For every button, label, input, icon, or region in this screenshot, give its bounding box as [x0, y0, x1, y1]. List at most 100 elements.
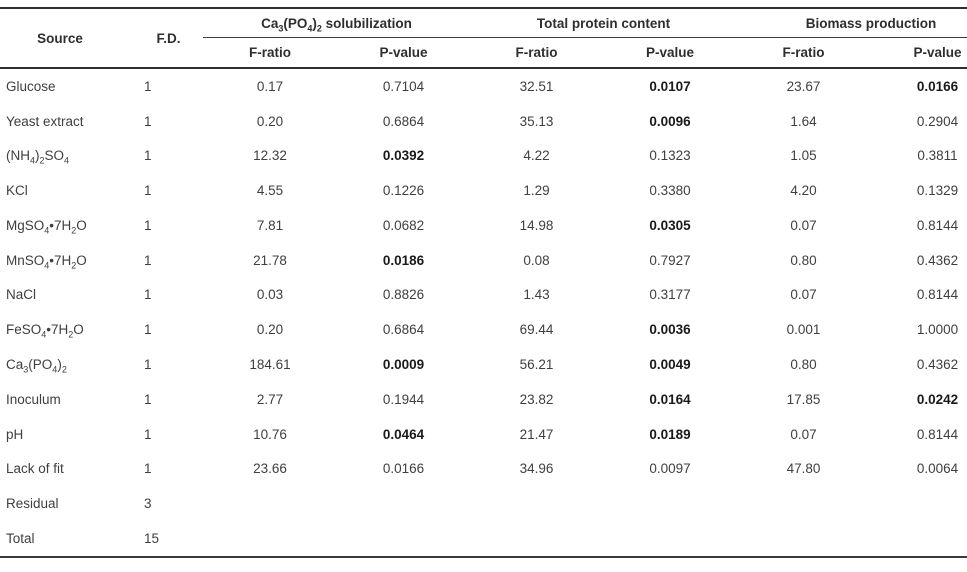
fratio-protein-cell: 69.44: [519, 322, 554, 338]
fratio-biomass-cell: 0.80: [790, 357, 817, 372]
fratio-biomass-cell: 0.001: [786, 322, 821, 338]
pvalue-protein-cell: 0.0096: [649, 113, 691, 129]
pvalue-protein-cell: [603, 521, 737, 557]
fratio-biomass-cell: 4.20: [790, 183, 817, 199]
pvalue-solubilization-cell: [337, 486, 470, 521]
col-header-pvalue-solubilization: P-value: [337, 37, 471, 69]
pvalue-solubilization-cell: 0.8826: [382, 287, 425, 303]
table-header: Source F.D. Ca3(PO4)2 solubilization Tot…: [0, 8, 967, 69]
fd-cell: 1: [144, 461, 152, 477]
fratio-biomass-cell: 0.07: [790, 287, 817, 303]
fratio-protein-cell: [470, 486, 603, 521]
fratio-biomass-cell: 0.80: [790, 252, 817, 268]
pvalue-biomass-cell: 0.4362: [916, 357, 959, 372]
pvalue-protein-cell: 0.0097: [649, 461, 691, 477]
fratio-biomass-cell: 23.67: [786, 78, 821, 94]
table-row: KCl 1 4.55 0.1226 1.29 0.3380 4.20 0.132…: [0, 173, 967, 208]
pvalue-biomass-cell: 0.2904: [916, 113, 959, 129]
table-wrapper: Source F.D. Ca3(PO4)2 solubilization Tot…: [0, 7, 967, 558]
group-header-biomass: Biomass production: [737, 8, 967, 38]
pvalue-solubilization-cell: 0.6864: [382, 113, 425, 129]
fd-cell: 1: [144, 78, 152, 94]
fratio-biomass-cell: 0.07: [790, 426, 817, 442]
source-cell: Glucose: [6, 78, 56, 94]
pvalue-solubilization-cell: 0.0186: [382, 252, 425, 268]
fd-cell: 1: [144, 287, 152, 303]
source-cell: Total: [6, 530, 35, 546]
source-cell: pH: [6, 426, 24, 442]
table-row: FeSO4•7H2O 1 0.20 0.6864 69.44 0.0036 0.…: [0, 312, 967, 347]
pvalue-biomass-cell: 0.8144: [916, 217, 959, 233]
table-row: (NH4)2SO4 1 12.32 0.0392 4.22 0.1323 1.0…: [0, 139, 967, 174]
col-header-fratio-solubilization: F-ratio: [203, 37, 337, 69]
pvalue-protein-cell: 0.1323: [649, 148, 691, 164]
pvalue-biomass-cell: 0.0242: [916, 391, 959, 407]
fratio-biomass-cell: 47.80: [786, 461, 821, 477]
source-cell: Ca3(PO4)2: [6, 357, 67, 375]
fratio-solubilization-cell: 7.81: [256, 217, 284, 233]
table-row: Inoculum 1 2.77 0.1944 23.82 0.0164 17.8…: [0, 382, 967, 417]
fratio-solubilization-cell: 21.78: [253, 252, 287, 268]
fratio-biomass-cell: 17.85: [786, 391, 821, 407]
pvalue-biomass-cell: 0.0166: [916, 78, 959, 94]
group-header-solubilization: Ca3(PO4)2 solubilization: [203, 8, 471, 38]
pvalue-biomass-cell: 0.0064: [916, 461, 959, 477]
fratio-protein-cell: 14.98: [519, 217, 554, 233]
pvalue-solubilization-cell: [337, 521, 470, 557]
pvalue-biomass-cell: [870, 521, 967, 557]
fratio-solubilization-cell: 10.76: [253, 426, 287, 442]
fd-cell: 1: [144, 322, 152, 338]
fratio-biomass-cell: [737, 521, 870, 557]
pvalue-protein-cell: 0.7927: [649, 252, 691, 268]
pvalue-protein-cell: 0.0189: [649, 426, 691, 442]
fratio-protein-cell: 32.51: [519, 78, 554, 94]
sub-header-row: F-ratio P-value F-ratio P-value F-ratio …: [0, 37, 967, 69]
source-cell: NaCl: [6, 287, 37, 303]
pvalue-solubilization-cell: 0.0392: [382, 148, 425, 164]
fd-cell: 1: [144, 357, 152, 372]
pvalue-solubilization-cell: 0.0166: [382, 461, 425, 477]
fd-cell: 1: [144, 391, 152, 407]
source-cell: Residual: [6, 496, 59, 512]
pvalue-biomass-cell: 0.1329: [916, 183, 959, 199]
pvalue-solubilization-cell: 0.0009: [382, 357, 425, 372]
pvalue-solubilization-cell: 0.0682: [382, 217, 425, 233]
fd-cell: 1: [144, 217, 152, 233]
pvalue-biomass-cell: 0.8144: [916, 426, 959, 442]
source-cell: MnSO4•7H2O: [6, 252, 87, 271]
pvalue-protein-cell: 0.3177: [649, 287, 691, 303]
pvalue-biomass-cell: 0.8144: [916, 287, 959, 303]
fratio-biomass-cell: [737, 486, 870, 521]
fd-cell: 1: [144, 113, 152, 129]
pvalue-protein-cell: 0.0036: [649, 322, 691, 338]
pvalue-protein-cell: 0.0107: [649, 78, 691, 94]
fratio-protein-cell: 34.96: [519, 461, 554, 477]
fratio-protein-cell: 1.43: [523, 287, 550, 303]
source-cell: Inoculum: [6, 391, 61, 407]
fd-cell: 15: [144, 530, 160, 546]
source-cell: Lack of fit: [6, 461, 64, 477]
fratio-protein-cell: 56.21: [519, 357, 554, 372]
fratio-protein-cell: 23.82: [519, 391, 554, 407]
col-header-pvalue-biomass: P-value: [870, 37, 967, 69]
col-header-source: Source: [0, 8, 120, 69]
pvalue-solubilization-cell: 0.1226: [382, 183, 425, 199]
pvalue-protein-cell: 0.0305: [649, 217, 691, 233]
fd-cell: 1: [144, 252, 152, 268]
pvalue-protein-cell: [603, 486, 737, 521]
fratio-protein-cell: 4.22: [523, 148, 550, 164]
pvalue-protein-cell: 0.3380: [649, 183, 691, 199]
pvalue-biomass-cell: [870, 486, 967, 521]
table-row: Lack of fit 1 23.66 0.0166 34.96 0.0097 …: [0, 451, 967, 486]
fratio-solubilization-cell: 0.20: [256, 113, 284, 129]
fratio-protein-cell: 1.29: [523, 183, 550, 199]
fratio-solubilization-cell: 23.66: [253, 461, 287, 477]
source-cell: KCl: [6, 183, 28, 199]
fratio-protein-cell: 0.08: [523, 252, 550, 268]
table-row: Ca3(PO4)2 1 184.61 0.0009 56.21 0.0049 0…: [0, 347, 967, 382]
source-cell: FeSO4•7H2O: [6, 322, 84, 340]
pvalue-solubilization-cell: 0.6864: [382, 322, 425, 338]
pvalue-biomass-cell: 1.0000: [916, 322, 959, 338]
source-cell: Yeast extract: [6, 113, 84, 129]
